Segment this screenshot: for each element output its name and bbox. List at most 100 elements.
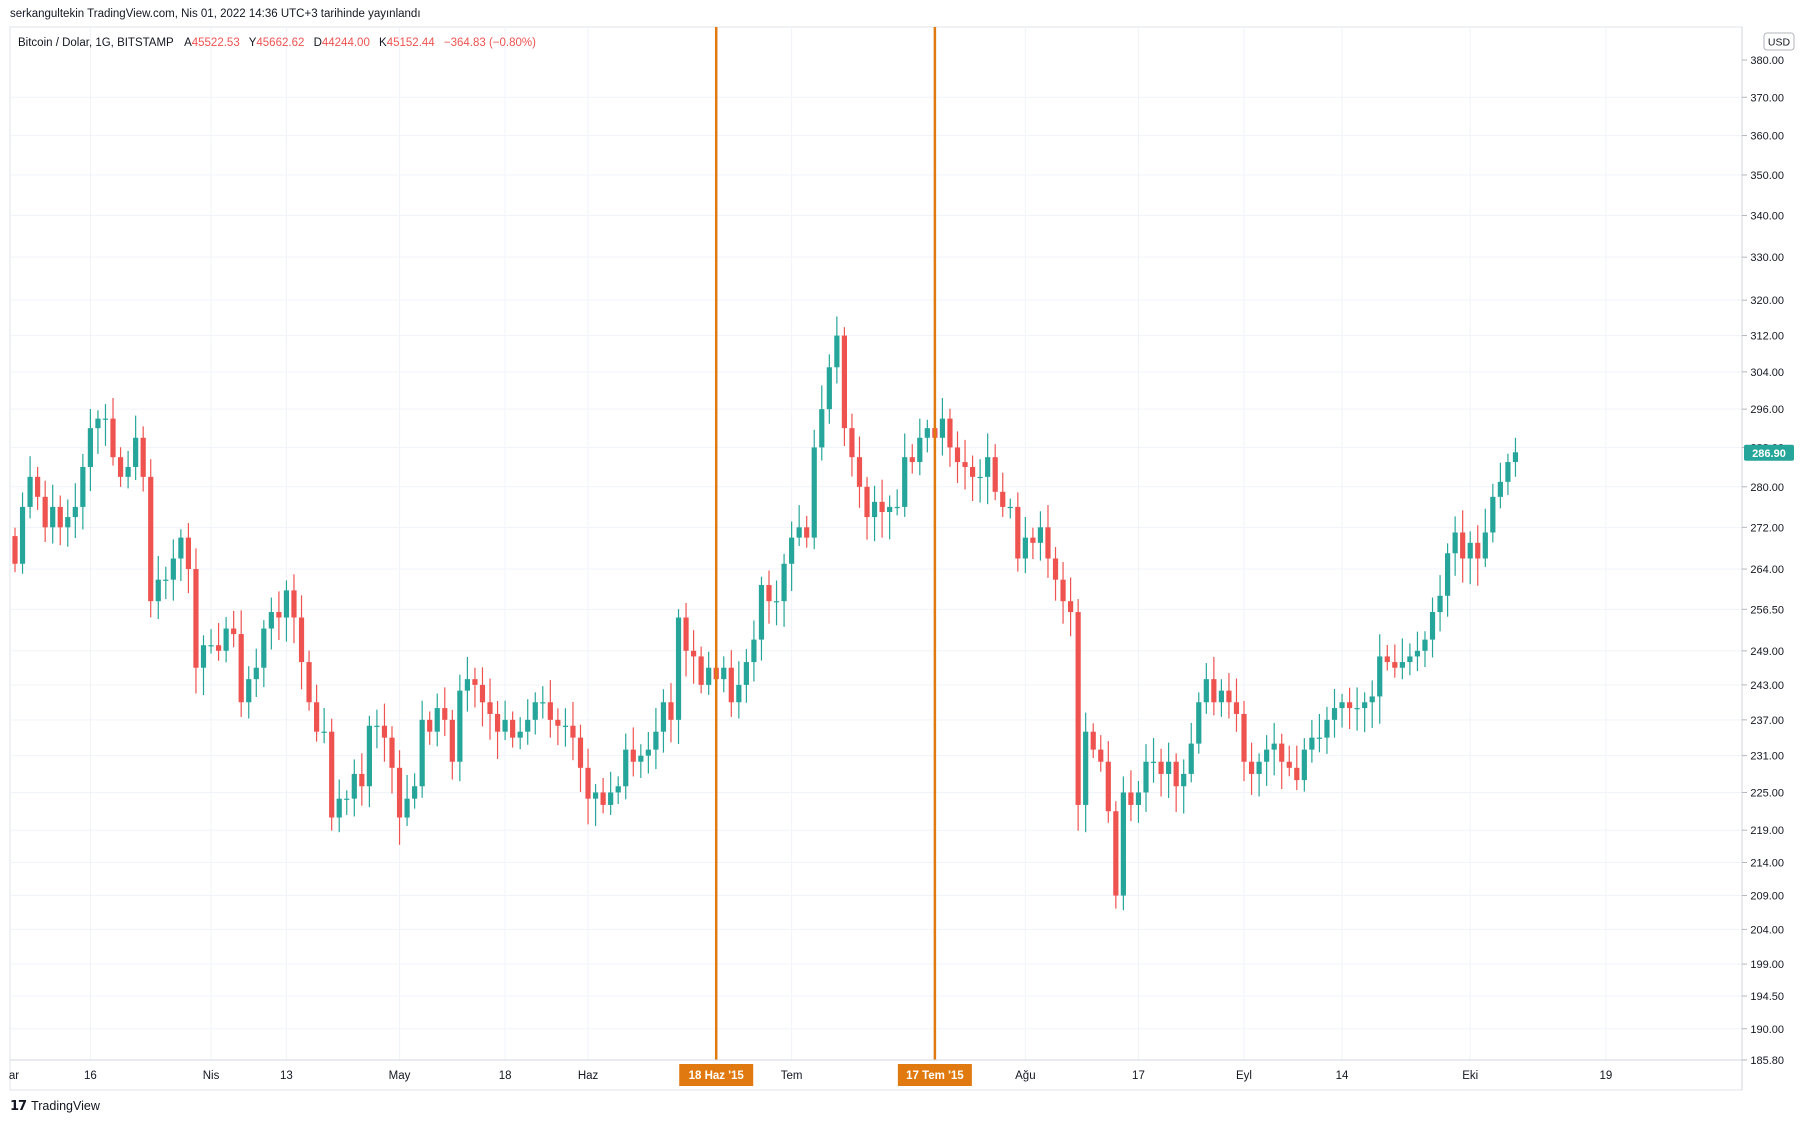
candle-body xyxy=(140,437,146,477)
candle-body xyxy=(585,767,591,799)
candle-body xyxy=(321,731,327,733)
tradingview-logo[interactable]: 𝟭𝟳 TradingView xyxy=(10,1098,100,1114)
candle-body xyxy=(1460,532,1466,559)
candle-body xyxy=(1045,527,1051,559)
tradingview-brand: TradingView xyxy=(31,1099,100,1113)
currency-box[interactable] xyxy=(1763,32,1795,51)
candle-body xyxy=(592,792,599,799)
candle-body xyxy=(185,537,192,570)
candle-body xyxy=(494,713,501,732)
candle-body xyxy=(615,786,621,793)
candle-body xyxy=(1301,749,1307,781)
candle-body xyxy=(72,506,78,518)
time-axis[interactable]: ar 16 Nis 13 May 18 Haz Tem Ağu 17 Eyl 14 Eki 19 xyxy=(9,1070,1612,1082)
candle-body xyxy=(1188,743,1194,774)
candle-body xyxy=(1429,612,1436,640)
candle-body xyxy=(1135,792,1142,805)
candle-body xyxy=(412,786,418,799)
last-price-value: 286.90 xyxy=(1752,448,1786,460)
candle-body xyxy=(1271,743,1277,750)
candle-body xyxy=(623,749,629,787)
candle-body xyxy=(947,418,953,448)
candle-body xyxy=(314,702,320,732)
candle-body xyxy=(246,679,252,703)
candle-body xyxy=(200,645,207,668)
x-tick-label: Eyl xyxy=(1236,1070,1252,1082)
y-tick-label: 214.00 xyxy=(1750,858,1784,870)
y-tick-label: 370.00 xyxy=(1750,92,1784,104)
candle-body xyxy=(1241,713,1247,762)
candle-body xyxy=(743,662,749,685)
candle-body xyxy=(457,690,463,762)
y-tick-label: 194.50 xyxy=(1750,991,1784,1003)
candle-body xyxy=(1015,506,1021,559)
y-tick-label: 225.00 xyxy=(1750,787,1784,799)
candle-body xyxy=(1068,601,1074,613)
candle-body xyxy=(1331,708,1338,720)
candle-body xyxy=(871,501,878,518)
candle-body xyxy=(1037,527,1044,543)
candle-body xyxy=(442,708,448,720)
candle-body xyxy=(608,792,614,805)
candle-body xyxy=(1445,553,1451,596)
legend-high: 45662.62 xyxy=(256,37,304,49)
y-tick-label: 312.00 xyxy=(1750,331,1784,343)
y-tick-label: 320.00 xyxy=(1750,295,1784,307)
candle-body xyxy=(1377,656,1383,697)
candle-body xyxy=(977,476,983,479)
legend-symbol: Bitcoin / Dolar, 1G, BITSTAMP xyxy=(18,37,174,49)
candle-body xyxy=(691,650,697,657)
candle-body xyxy=(464,679,470,691)
candle-body xyxy=(796,527,802,538)
candle-body xyxy=(517,731,523,738)
candle-body xyxy=(939,418,946,438)
candle-body xyxy=(1309,737,1315,750)
candle-body xyxy=(215,645,222,651)
candle-body xyxy=(389,737,395,768)
price-axis[interactable]: 380.00 370.00 360.00 350.00 340.00 330.00 320.… xyxy=(1742,55,1784,1067)
candle-body xyxy=(1482,532,1488,559)
candle-body xyxy=(736,684,742,703)
candle-body xyxy=(532,702,538,720)
candle-body xyxy=(117,457,124,477)
candle-body xyxy=(95,418,101,429)
candle-body xyxy=(992,457,998,492)
y-tick-label: 190.00 xyxy=(1750,1024,1784,1036)
candle-body xyxy=(1060,579,1066,602)
candle-body xyxy=(1294,767,1300,781)
candle-body xyxy=(163,579,169,581)
grid xyxy=(10,27,1742,1060)
candle-body xyxy=(223,628,229,651)
candle-body xyxy=(1437,595,1443,613)
candle-body xyxy=(27,476,33,507)
candle-body xyxy=(19,506,26,564)
y-tick-label: 204.00 xyxy=(1750,924,1784,936)
candle-body xyxy=(969,466,976,477)
candle-body xyxy=(1512,452,1519,463)
y-tick-label: 264.00 xyxy=(1750,564,1784,576)
y-tick-label: 249.00 xyxy=(1750,646,1784,658)
y-tick-label: 199.00 xyxy=(1750,959,1784,971)
y-tick-label: 185.80 xyxy=(1750,1055,1784,1067)
y-tick-label: 296.00 xyxy=(1750,404,1784,416)
candle-body xyxy=(924,428,930,438)
candle-body xyxy=(902,457,908,507)
date-marker-badge xyxy=(897,1064,972,1086)
candle-body xyxy=(811,447,817,538)
candle-body xyxy=(826,367,832,410)
candle-body xyxy=(675,617,682,720)
candle-body xyxy=(479,684,486,703)
candles xyxy=(12,316,1519,911)
y-tick-label: 350.00 xyxy=(1750,170,1784,182)
candle-body xyxy=(1233,702,1240,714)
x-tick-label: 14 xyxy=(1336,1070,1349,1082)
candle-body xyxy=(1346,702,1353,709)
candle-body xyxy=(1150,761,1157,763)
candle-body xyxy=(668,702,674,720)
candle-body xyxy=(298,617,305,663)
candle-body xyxy=(253,667,259,680)
candle-body xyxy=(985,457,991,477)
x-tick-label: 18 xyxy=(499,1070,512,1082)
candle-body xyxy=(909,457,915,463)
